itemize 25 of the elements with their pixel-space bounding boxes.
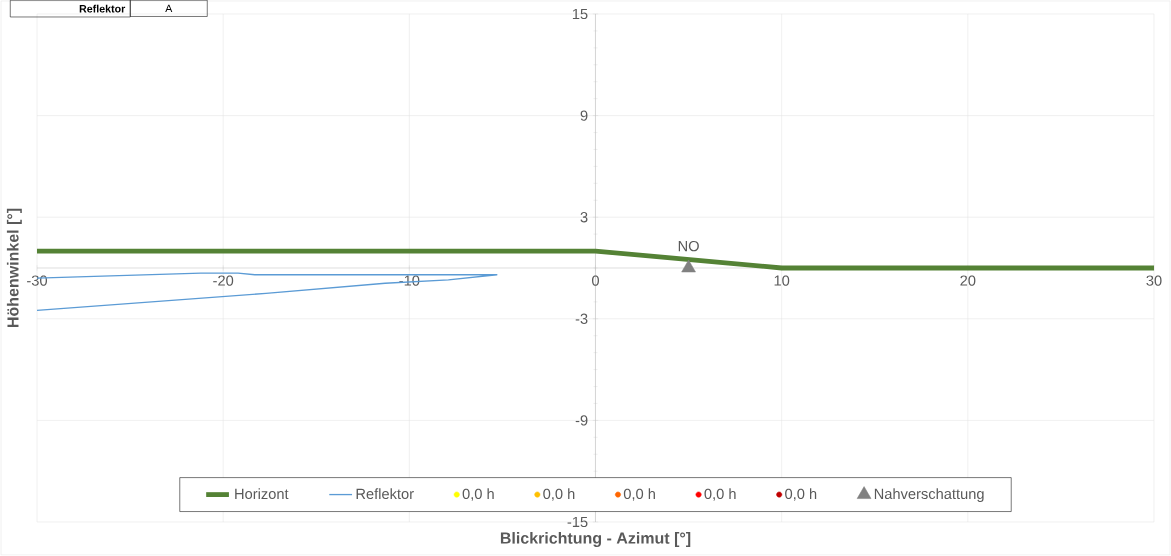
x-tick-label: -20 (213, 275, 234, 286)
x-tick-label: 20 (960, 275, 976, 286)
y-tick-label: 9 (580, 110, 588, 121)
legend-label: 0,0 h (785, 488, 817, 501)
legend-label: 0,0 h (704, 488, 736, 501)
legend-label: Reflektor (356, 488, 414, 500)
x-axis-title: Blickrichtung - Azimut [°] (500, 532, 691, 548)
legend-label: Nahverschattung (874, 488, 984, 502)
y-tick-label: -3 (575, 313, 588, 324)
legend-label: 0,0 h (462, 488, 494, 501)
x-tick-label: 0 (591, 275, 599, 286)
y-tick-label: -9 (575, 415, 588, 426)
x-tick-label: 30 (1146, 275, 1162, 286)
annotation: NO (678, 240, 699, 252)
text: A (165, 4, 173, 13)
y-tick-label: -15 (567, 516, 588, 528)
x-tick-label: -30 (27, 275, 48, 286)
text: Reflektor (79, 4, 126, 13)
y-axis-title: Höhenwinkel [°] (6, 208, 22, 328)
legend-label: 0,0 h (543, 488, 575, 501)
x-tick-label: 10 (774, 275, 790, 286)
y-tick-label: 15 (572, 8, 588, 20)
legend-label: 0,0 h (623, 488, 655, 501)
y-tick-label: 3 (580, 212, 588, 223)
legend-label: Horizont (235, 488, 289, 500)
